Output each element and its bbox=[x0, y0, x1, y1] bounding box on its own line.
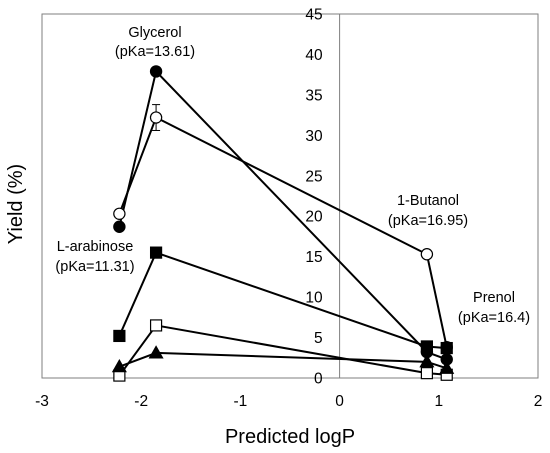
x-tick-label: -3 bbox=[35, 393, 49, 410]
data-point bbox=[149, 319, 163, 332]
x-tick-label: -2 bbox=[134, 393, 148, 410]
y-tick-label: 35 bbox=[305, 87, 322, 104]
data-point bbox=[419, 354, 435, 368]
data-point bbox=[111, 358, 127, 373]
data-point bbox=[420, 367, 433, 380]
x-axis-title: Predicted logP bbox=[225, 426, 355, 448]
annotation-l-arabinose: (pKa=11.31) bbox=[55, 259, 134, 275]
y-tick-label: 45 bbox=[305, 7, 322, 24]
y-tick-label: 25 bbox=[305, 168, 322, 185]
series-line bbox=[118, 251, 447, 350]
data-point bbox=[148, 345, 164, 359]
data-point bbox=[149, 111, 163, 124]
y-tick-label: 30 bbox=[305, 128, 323, 145]
series-line bbox=[118, 324, 447, 377]
y-axis-title: Yield (%) bbox=[5, 164, 27, 244]
data-point bbox=[149, 65, 163, 78]
data-point bbox=[113, 329, 126, 343]
annotation-glycerol: (pKa=13.61) bbox=[115, 44, 195, 60]
x-tick-label: 1 bbox=[434, 393, 443, 410]
x-tick-label: 0 bbox=[335, 393, 344, 410]
y-tick-label: 40 bbox=[305, 47, 323, 64]
x-tick-label: -1 bbox=[234, 393, 248, 410]
series-square-open bbox=[113, 319, 453, 382]
y-tick-label: 5 bbox=[314, 330, 323, 347]
data-point bbox=[440, 341, 453, 355]
series-triangle-filled bbox=[111, 345, 455, 374]
data-point bbox=[420, 340, 433, 353]
annotation-glycerol: Glycerol bbox=[128, 25, 181, 41]
plot-frame bbox=[41, 13, 539, 379]
data-point bbox=[113, 207, 126, 220]
series-line bbox=[119, 351, 448, 370]
y-tick-label: 0 bbox=[314, 371, 323, 388]
x-tick-label: 2 bbox=[534, 393, 543, 410]
data-point bbox=[439, 360, 455, 374]
annotation-1-butanol: 1-Butanol bbox=[397, 193, 459, 209]
series-layer bbox=[111, 65, 455, 382]
annotation-l-arabinose: L-arabinose bbox=[57, 239, 134, 255]
data-point bbox=[149, 246, 163, 259]
y-tick-label: 10 bbox=[305, 290, 323, 307]
annotation-1-butanol: (pKa=16.95) bbox=[388, 213, 468, 229]
labels: Predicted logP Yield (%) Glycerol (pKa=13.6… bbox=[5, 25, 530, 448]
series-line bbox=[118, 69, 448, 361]
annotation-prenol: Prenol bbox=[473, 290, 515, 306]
y-tick-label: 15 bbox=[305, 249, 322, 266]
plot-border bbox=[41, 13, 539, 379]
annotation-prenol: (pKa=16.4) bbox=[458, 310, 530, 326]
data-point bbox=[113, 220, 126, 233]
y-tick-label: 20 bbox=[305, 209, 323, 226]
axes: 0 5 10 15 20 25 30 35 40 45 -3 -2 -1 0 1 2 bbox=[35, 7, 542, 411]
series-line bbox=[118, 116, 448, 348]
series-square-filled bbox=[113, 246, 453, 355]
data-point bbox=[420, 248, 434, 261]
